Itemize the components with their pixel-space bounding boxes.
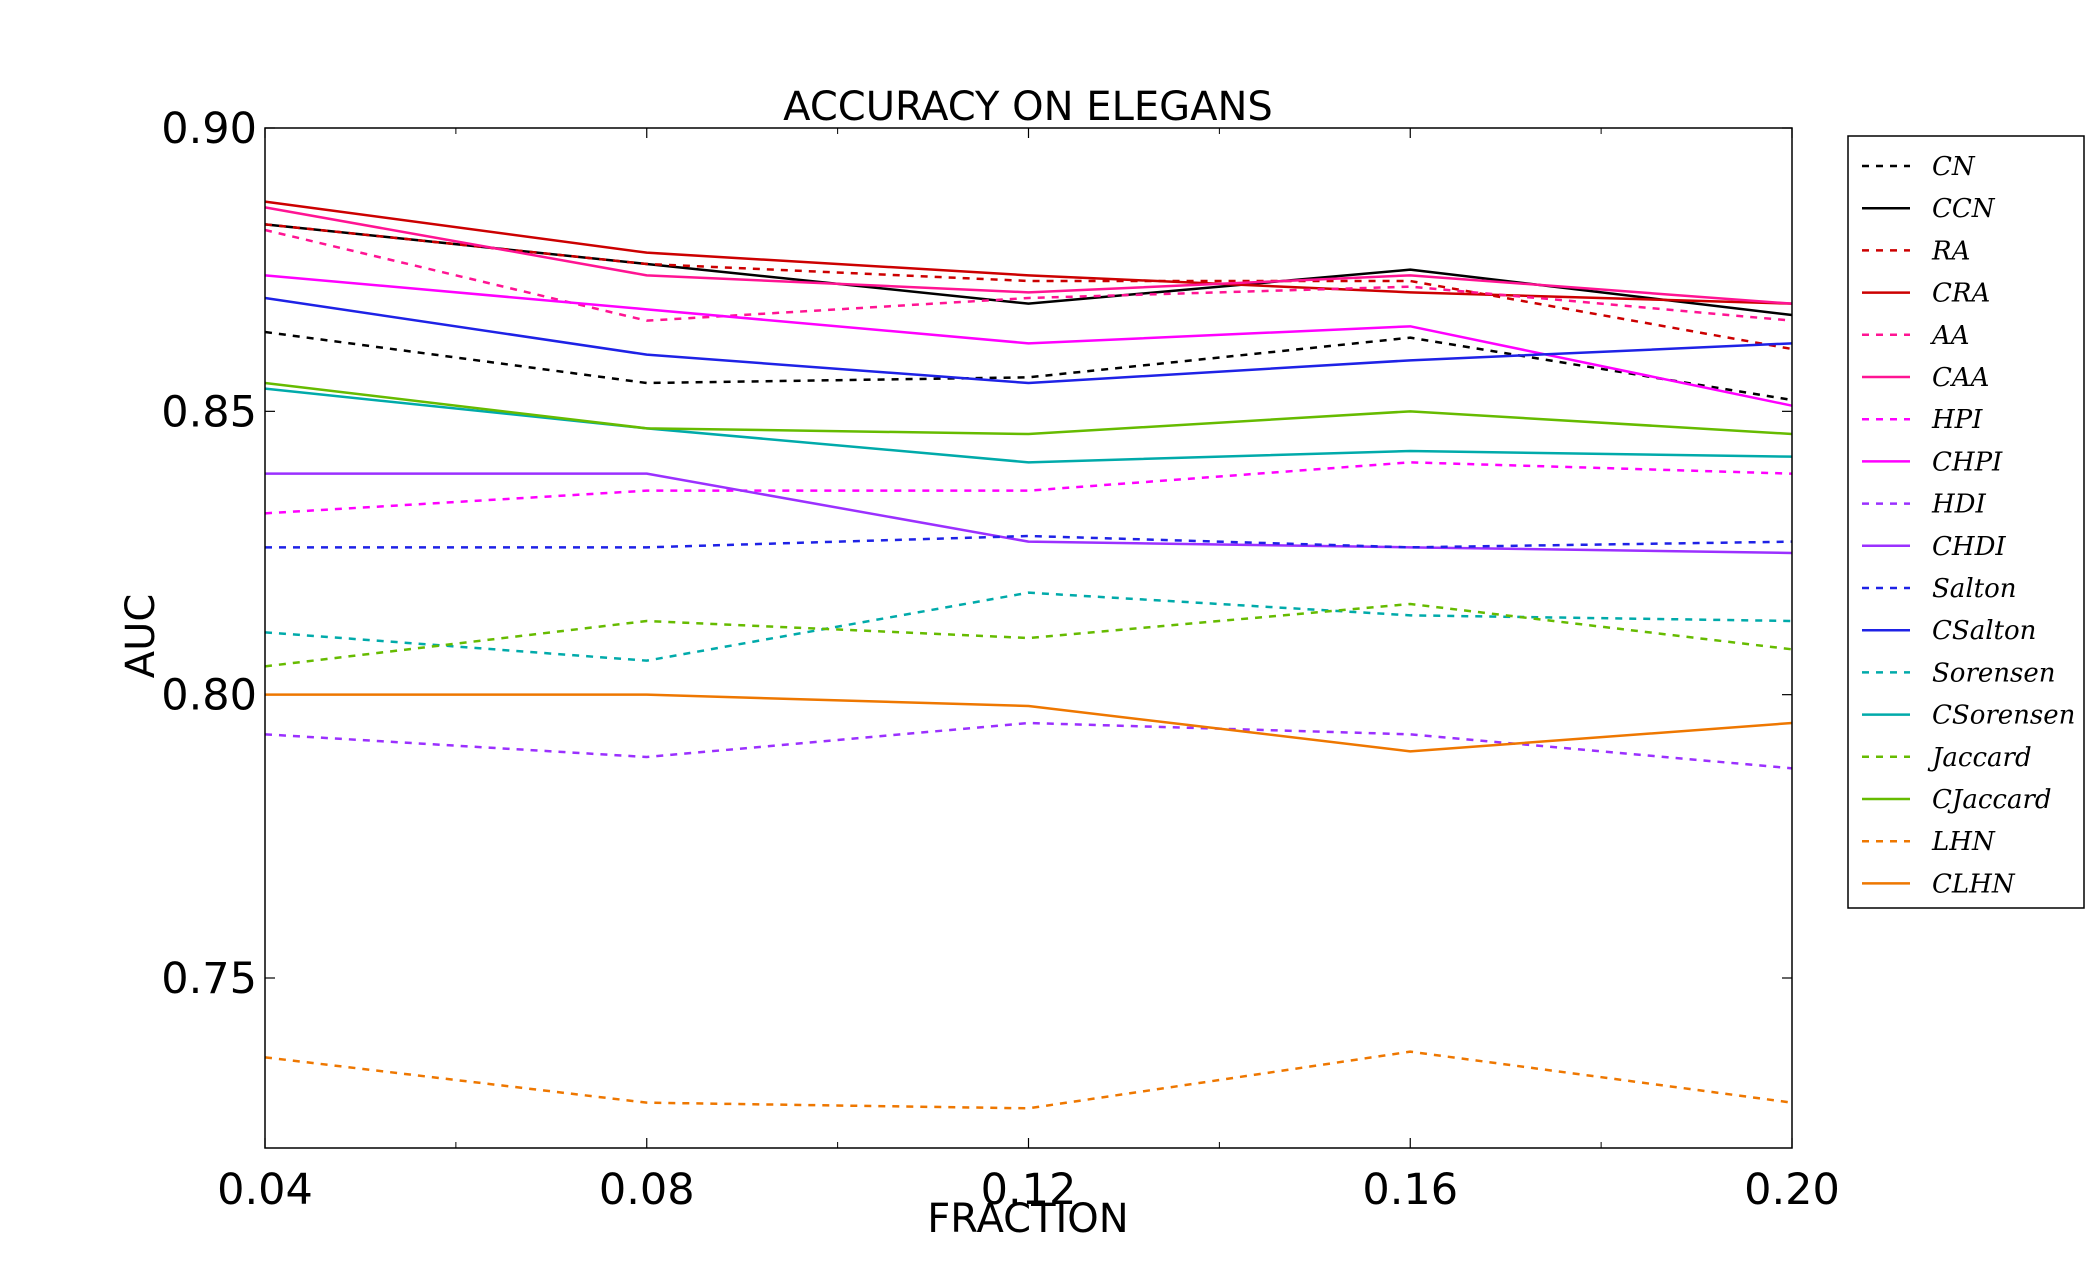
series-line-caa <box>264 206 1793 305</box>
legend-label: LHN <box>1931 827 1996 857</box>
legend-label: CHPI <box>1932 447 2003 477</box>
legend-label: AA <box>1930 321 1970 351</box>
legend: CN CCN RA CRA AA CAA HPI CHPI HDI CHDI Salton CSalt… <box>1847 135 2085 909</box>
series-line-salton <box>265 534 1793 549</box>
legend-item: AA <box>1862 321 1970 351</box>
legend-label: HDI <box>1931 490 1987 520</box>
legend-label: CRA <box>1932 279 1990 309</box>
y-axis-label: AUC <box>118 594 164 679</box>
legend-label: CJaccard <box>1932 785 2052 815</box>
legend-item: CHDI <box>1862 532 2006 562</box>
legend-item: CCN <box>1862 194 1996 224</box>
legend-label: Jaccard <box>1927 743 2032 773</box>
legend-item: Salton <box>1862 574 2016 604</box>
x-tick-label: 0.16 <box>1362 1165 1458 1215</box>
legend-item: Jaccard <box>1862 743 2032 773</box>
series-line-jaccard <box>264 602 1793 668</box>
series-line-chpi <box>264 274 1793 407</box>
legend-label: RA <box>1931 236 1970 266</box>
x-axis-label: FRACTION <box>927 1196 1128 1242</box>
y-tick-label: 0.85 <box>161 387 257 437</box>
series-line-cn <box>264 330 1793 402</box>
legend-item: CJaccard <box>1862 785 2052 815</box>
legend-item: CSalton <box>1862 616 2036 646</box>
series-line-ra <box>264 223 1793 351</box>
legend-item: CSorensen <box>1862 701 2075 731</box>
x-tick-label: 0.08 <box>599 1165 695 1215</box>
series-line-hdi <box>264 721 1793 770</box>
series-line-ccn <box>264 223 1793 317</box>
series-line-csorensen <box>264 387 1793 464</box>
series-line-aa <box>264 228 1793 322</box>
plot-frame <box>264 127 1793 1149</box>
series-line-cra <box>264 200 1793 305</box>
legend-item: CHPI <box>1862 447 2003 477</box>
legend-label: CHDI <box>1932 532 2006 562</box>
x-tick-label: 0.12 <box>981 1165 1077 1215</box>
legend-label: HPI <box>1931 405 1983 435</box>
legend-label: CSorensen <box>1932 701 2075 731</box>
series-line-chdi <box>265 472 1793 555</box>
legend-label: CN <box>1932 152 1976 182</box>
y-tick-label: 0.90 <box>161 104 257 154</box>
x-tick-label: 0.04 <box>217 1165 313 1215</box>
legend-label: CLHN <box>1932 869 2016 899</box>
series-line-lhn <box>264 1050 1793 1110</box>
series-lines <box>264 200 1793 1110</box>
legend-item: CLHN <box>1862 869 2016 899</box>
legend-item: CAA <box>1862 363 1989 393</box>
y-tick-label: 0.75 <box>161 954 257 1004</box>
legend-item: HDI <box>1862 490 1987 520</box>
series-line-cjaccard <box>264 381 1793 436</box>
series-line-csalton <box>264 296 1793 385</box>
legend-item: RA <box>1862 236 1970 266</box>
x-tick-label: 0.20 <box>1744 1165 1840 1215</box>
y-tick-label: 0.80 <box>161 671 257 721</box>
legend-label: Sorensen <box>1932 658 2056 688</box>
legend-label: CAA <box>1932 363 1989 393</box>
series-line-clhn <box>265 693 1793 753</box>
series-line-sorensen <box>264 591 1793 662</box>
legend-item: CN <box>1862 152 1976 182</box>
legend-label: CSalton <box>1932 616 2036 646</box>
chart-title: ACCURACY ON ELEGANS <box>783 84 1273 130</box>
axis-ticks: 0.04 0.08 0.12 0.16 0.20 0.75 0.80 0.85 0.90 <box>161 104 1840 1215</box>
legend-label: CCN <box>1932 194 1996 224</box>
legend-box <box>1847 135 2085 909</box>
legend-item: CRA <box>1862 279 1990 309</box>
legend-items: CN CCN RA CRA AA CAA HPI CHPI HDI CHDI Salton CSalt… <box>1862 152 2075 899</box>
legend-item: LHN <box>1862 827 1996 857</box>
series-line-hpi <box>264 461 1793 515</box>
legend-item: Sorensen <box>1862 658 2056 688</box>
legend-item: HPI <box>1862 405 1983 435</box>
legend-label: Salton <box>1932 574 2016 604</box>
